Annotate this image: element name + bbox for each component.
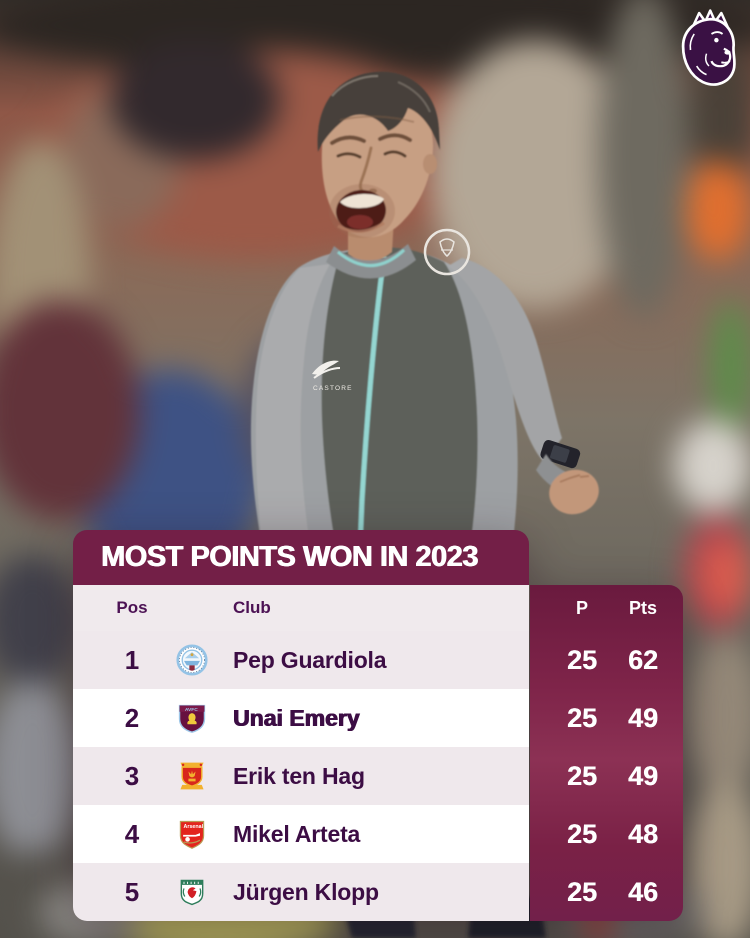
table-title-banner: MOST POINTS WON IN 2023 [73,530,529,585]
jacket-brand-text: CASTORE [313,385,353,392]
points-row: 25 49 [530,689,683,747]
points-value: 46 [627,876,659,907]
points-row: 25 62 [530,631,683,689]
raised-fist [536,454,599,515]
castore-logo-icon: CASTORE [312,360,353,392]
emery-head [317,71,440,279]
points-table: MOST POINTS WON IN 2023 Pos Club 1 [73,530,683,921]
table-row: 4 Arsenal Mikel Arteta [73,805,529,863]
manager-name: Mikel Arteta [233,820,361,847]
table-title: MOST POINTS WON IN 2023 [101,541,478,573]
header-pos: Pos [116,598,148,617]
points-value: 49 [627,760,659,791]
table-body: Pos Club 1 Pep Guardiola [73,585,529,921]
manager-name: Pep Guardiola [233,646,387,673]
header-played: P [575,597,588,618]
manager-name: Erik ten Hag [233,762,365,789]
position-number: 2 [124,702,140,733]
manchester-city-badge [161,644,223,676]
table-row: 1 Pep Guardiola [73,631,529,689]
table-row: 3 Erik ten Hag [73,747,529,805]
points-row: 25 49 [530,747,683,805]
hair [317,71,440,152]
points-header-row: P Pts [530,585,683,631]
manchester-united-badge [161,760,223,792]
points-value: 62 [627,644,659,675]
played-value: 25 [566,818,598,849]
arsenal-badge: Arsenal [161,818,223,850]
played-value: 25 [566,760,598,791]
position-number: 5 [124,876,140,907]
header-club: Club [233,598,271,617]
position-number: 3 [124,760,140,791]
table-header-row: Pos Club [73,585,529,631]
aston-villa-badge: AVFC [161,702,223,734]
position-number: 1 [124,644,140,675]
points-row: 25 46 [530,863,683,921]
premier-league-lion-icon [681,9,736,86]
aston-villa-chest-badge [423,228,471,276]
table-row: 2 AVFC Unai Emery [73,689,529,747]
played-value: 25 [566,702,598,733]
points-row: 25 48 [530,805,683,863]
manager-name: Unai Emery [233,704,360,731]
points-panel: P Pts 25 62 25 49 25 49 25 48 25 46 [530,585,683,921]
liverpool-badge [161,876,223,908]
svg-text:Arsenal: Arsenal [184,824,204,830]
played-value: 25 [566,876,598,907]
position-number: 4 [124,818,140,849]
header-points: Pts [628,597,657,618]
played-value: 25 [566,644,598,675]
emery-jacket [250,247,562,549]
manager-name: Jürgen Klopp [233,878,379,905]
teal-zip [357,255,387,549]
points-value: 49 [627,702,659,733]
points-value: 48 [627,818,659,849]
svg-text:AVFC: AVFC [185,707,198,713]
table-row: 5 Jürgen Klopp [73,863,529,921]
